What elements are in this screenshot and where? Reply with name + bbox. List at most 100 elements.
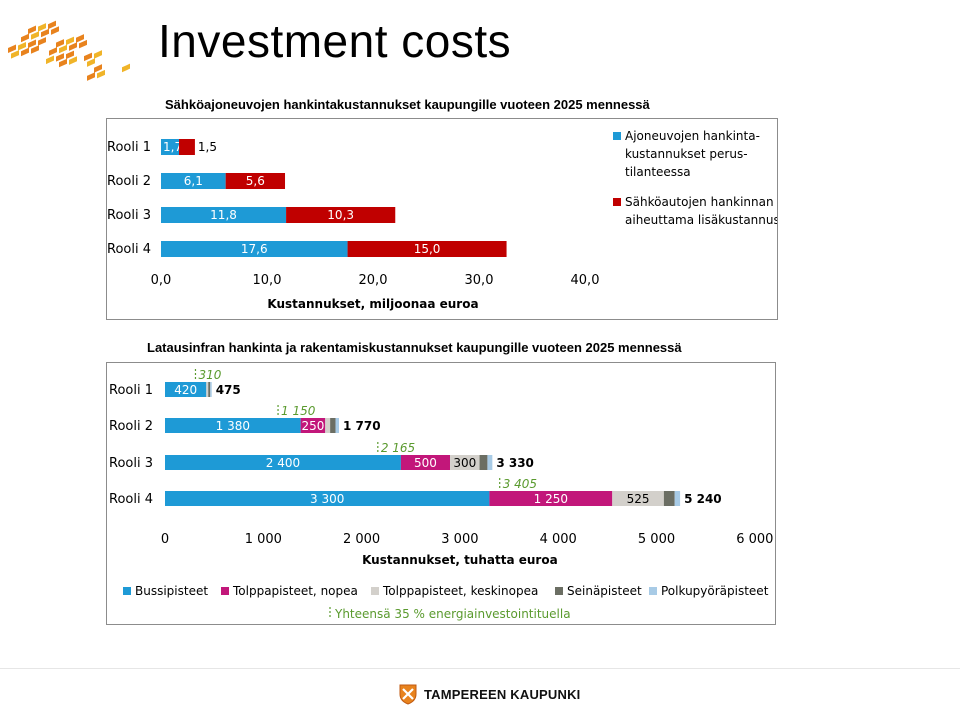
bar-segment (210, 382, 212, 397)
x-tick-label: 20,0 (359, 273, 388, 288)
logo-tile (59, 58, 67, 68)
legend-swatch (221, 587, 229, 595)
legend-swatch (613, 132, 621, 140)
category-label: Rooli 4 (107, 242, 151, 257)
bar-segment (165, 382, 207, 397)
total-label: 3 330 (496, 456, 534, 470)
coat-of-arms-icon (399, 684, 417, 705)
bar-segment (612, 491, 664, 506)
energy-aid-label: 2 165 (381, 441, 415, 455)
data-label: 1 250 (534, 492, 568, 506)
legend-swatch (555, 587, 563, 595)
category-label: Rooli 4 (109, 492, 153, 507)
category-label: Rooli 1 (107, 140, 151, 155)
legend-label: Polkupyöräpisteet (661, 584, 769, 598)
bar-segment (208, 382, 211, 397)
x-tick-label: 1 000 (245, 532, 282, 547)
logo-tile (97, 69, 105, 79)
data-label: 3 300 (310, 492, 344, 506)
bar-segment (347, 241, 507, 257)
logo-tile (51, 26, 59, 35)
data-label: 1,5 (198, 140, 217, 154)
bar-segment (330, 418, 336, 433)
x-tick-label: 40,0 (571, 273, 600, 288)
logo-tile (41, 28, 49, 38)
chart1-title: Sähköajoneuvojen hankintakustannukset ka… (165, 97, 650, 112)
logo-tile (21, 33, 29, 43)
total-label: 1 770 (343, 419, 381, 433)
legend-label: tilanteessa (625, 165, 691, 179)
data-label: 10,3 (327, 208, 354, 222)
logo-tile (122, 63, 130, 73)
logo-tile (31, 31, 39, 40)
data-label: 11,8 (210, 208, 237, 222)
logo-tile (94, 64, 102, 73)
legend-label: Bussipisteet (135, 584, 208, 598)
legend-label: Ajoneuvojen hankinta- (625, 129, 760, 143)
logo-tile (94, 50, 102, 59)
data-label: 2 400 (266, 456, 300, 470)
footer-brand: TAMPEREEN KAUPUNKI (398, 683, 580, 705)
category-label: Rooli 3 (107, 208, 151, 223)
bar-segment (165, 418, 301, 433)
total-label: 5 240 (684, 492, 722, 506)
bar-segment (179, 139, 195, 155)
x-tick-label: 4 000 (540, 532, 577, 547)
logo-tile (18, 41, 26, 51)
legend-swatch (613, 198, 621, 206)
chart2-panel: Rooli 1 420 475 310 Rooli 2 1 380 250 1 770 1 15… (106, 362, 776, 625)
legend-label: Tolppapisteet, keskinopea (382, 584, 538, 598)
logo-tile (38, 37, 46, 46)
energy-aid-label: 1 150 (281, 404, 316, 418)
bar-segment (225, 173, 286, 189)
bar-segment (487, 455, 493, 470)
x-tick-label: 30,0 (465, 273, 494, 288)
category-label: Rooli 2 (107, 174, 151, 189)
logo-tile (38, 23, 46, 32)
bar-segment (663, 491, 675, 506)
bar-segment (286, 207, 396, 223)
data-label: 300 (453, 456, 476, 470)
logo-tile (59, 44, 67, 54)
page-title: Investment costs (158, 15, 512, 67)
logo-tile (76, 34, 84, 43)
x-axis-label: Kustannukset, miljoonaa euroa (267, 297, 478, 311)
bar-segment (161, 207, 287, 223)
x-tick-label: 2 000 (343, 532, 380, 547)
data-label: 525 (627, 492, 650, 506)
vehicle-cost-chart: Rooli 1 1,7 1,5 Rooli 2 6,1 5,6 Rooli 3 11,8 10,… (107, 129, 780, 311)
x-axis-label: Kustannukset, tuhatta euroa (362, 553, 558, 567)
bar-segment (161, 173, 226, 189)
data-label: 250 (301, 419, 324, 433)
logo-tile (49, 47, 57, 56)
logo-tile (56, 53, 64, 62)
bar-segment (325, 418, 331, 433)
bar-segment (674, 491, 681, 506)
energy-aid-label: 3 405 (503, 477, 537, 491)
x-tick-label: 10,0 (253, 273, 282, 288)
x-tick-label: 5 000 (638, 532, 675, 547)
bar-segment (489, 491, 613, 506)
footer-divider (0, 668, 960, 669)
legend-label: Tolppapisteet, nopea (232, 584, 358, 598)
chart2-title: Latausinfran hankinta ja rakentamiskusta… (147, 340, 682, 355)
logo-tile (48, 20, 56, 30)
logo-tile (21, 47, 29, 57)
total-label: 475 (216, 383, 241, 397)
bar-segment (206, 382, 209, 397)
legend-label: kustannukset perus- (625, 147, 748, 161)
logo-tile (66, 36, 74, 46)
logo-tile (87, 58, 95, 67)
data-label: 6,1 (184, 174, 203, 188)
bar-segment (161, 241, 348, 257)
logo-tile (84, 52, 92, 62)
legend-label: Sähköautojen hankinnan (625, 195, 774, 209)
x-tick-label: 3 000 (441, 532, 478, 547)
category-label: Rooli 3 (109, 456, 153, 471)
legend-swatch (649, 587, 657, 595)
bar-segment (165, 491, 490, 506)
data-label: 420 (174, 383, 197, 397)
logo-group (8, 20, 130, 81)
logo-tile (66, 50, 74, 60)
